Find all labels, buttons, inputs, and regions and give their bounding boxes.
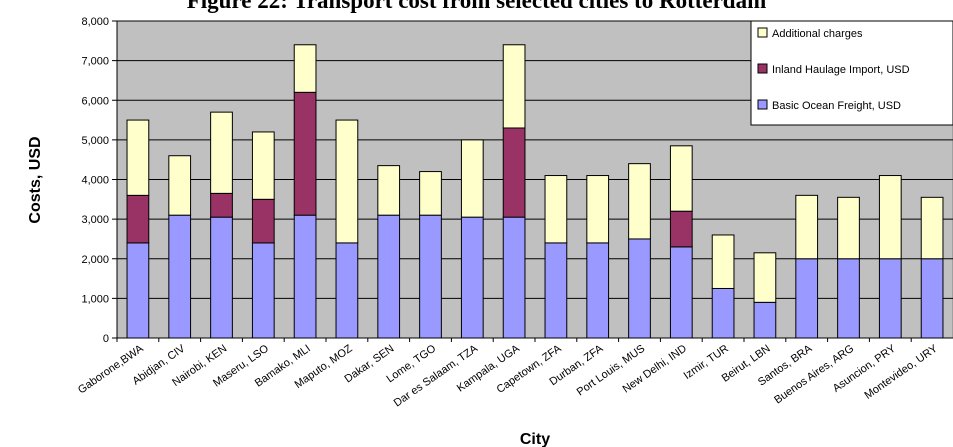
bar-segment — [711, 287, 735, 339]
bar-segment — [628, 238, 651, 339]
bar-segment — [377, 214, 401, 339]
bar-segment — [251, 131, 275, 200]
legend-swatch — [757, 99, 768, 110]
bar-segment — [126, 242, 150, 339]
bar-segment — [335, 242, 359, 339]
bar-segment — [168, 155, 192, 216]
bar-segment — [669, 145, 693, 212]
y-tick-label: 0 — [103, 333, 109, 345]
legend: Additional charges Inland Haulage Import,… — [750, 20, 953, 126]
bar-segment — [377, 165, 401, 216]
bar-segment — [460, 216, 484, 339]
legend-label: Inland Haulage Import, USD — [772, 64, 910, 76]
legend-box — [750, 20, 953, 126]
bar-segment — [711, 234, 735, 289]
x-tick-label: Gaborone,BWA — [76, 342, 146, 396]
y-tick-label: 3,000 — [81, 214, 109, 226]
bar-segment — [210, 111, 233, 194]
legend-swatch — [757, 27, 768, 38]
chart-title: Figure 22: Transport cost from selected … — [186, 0, 767, 13]
bar-segment — [795, 194, 819, 260]
bar-segment — [293, 91, 317, 216]
bar-segment — [878, 175, 902, 260]
bar-segment — [419, 171, 442, 216]
bar-segment — [837, 196, 860, 260]
bar-segment — [544, 242, 568, 339]
y-tick-label: 1,000 — [81, 293, 109, 305]
bar-segment — [419, 214, 442, 339]
bar-segment — [293, 44, 317, 93]
bar-segment — [837, 258, 860, 339]
bar-segment — [628, 163, 651, 240]
bar-segment — [335, 119, 359, 244]
bar-segment — [126, 119, 150, 196]
y-axis: 0 1,000 2,000 3,000 4,000 5,000 6,000 7,000 8,00… — [81, 16, 118, 345]
bar-segment — [210, 216, 233, 339]
bar-segment — [210, 192, 233, 218]
legend-swatch — [757, 63, 768, 74]
y-axis-label: Costs, USD — [27, 136, 44, 223]
bar-segment — [251, 198, 275, 244]
y-tick-label: 6,000 — [81, 95, 109, 107]
bar-segment — [502, 216, 526, 339]
bar-segment — [586, 175, 610, 244]
legend-label: Additional charges — [772, 28, 863, 40]
bar-segment — [920, 258, 944, 339]
bar-segment — [544, 175, 568, 244]
bar-segment — [795, 258, 819, 339]
y-tick-label: 7,000 — [81, 56, 109, 68]
bar-segment — [669, 246, 693, 339]
bar-segment — [920, 196, 944, 260]
bar-segment — [502, 44, 526, 129]
y-tick-label: 8,000 — [81, 16, 109, 28]
x-axis-label: City — [520, 431, 550, 447]
bar-segment — [251, 242, 275, 339]
legend-label: Basic Ocean Freight, USD — [772, 100, 901, 112]
x-tick-label: Montevideo, URY — [862, 342, 940, 402]
y-tick-label: 2,000 — [81, 254, 109, 266]
bar-segment — [878, 258, 902, 339]
bar-segment — [126, 194, 150, 244]
bar-segment — [753, 301, 777, 339]
y-tick-label: 5,000 — [81, 135, 109, 147]
bar-segment — [586, 242, 610, 339]
bar-segment — [168, 214, 192, 339]
bar-segment — [753, 252, 777, 303]
bars — [126, 44, 944, 339]
bar-segment — [502, 127, 526, 218]
bar-segment — [293, 214, 317, 339]
y-tick-label: 4,000 — [81, 175, 109, 187]
bar-segment — [669, 210, 693, 248]
bar-segment — [460, 139, 484, 218]
